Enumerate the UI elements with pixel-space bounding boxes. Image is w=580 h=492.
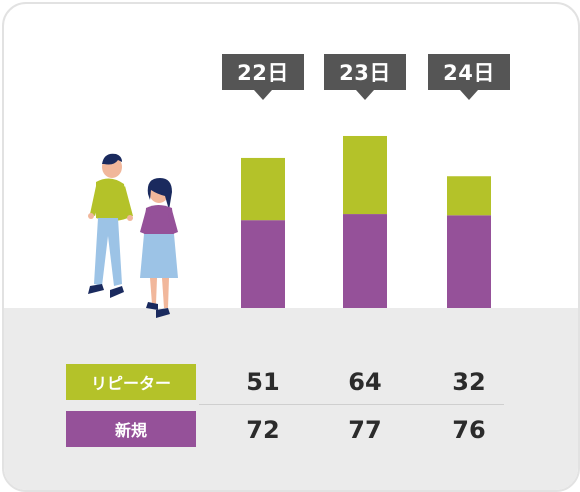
table-divider <box>199 404 504 405</box>
value-repeater-22: 51 <box>246 368 280 396</box>
legend-repeater: リピーター <box>66 364 196 400</box>
category-label-24: 24日 <box>428 54 510 100</box>
bar-repeater-0 <box>241 157 285 221</box>
legend-new: 新規 <box>66 411 196 447</box>
bar-new-0 <box>241 220 285 308</box>
value-repeater-24: 32 <box>452 368 486 396</box>
value-new-22: 72 <box>246 416 280 444</box>
bar-chart <box>88 135 491 318</box>
couple-walking-icon <box>88 153 178 318</box>
category-label-23: 23日 <box>324 54 406 100</box>
bars-layer <box>241 135 491 308</box>
category-label-22: 22日 <box>222 54 304 100</box>
value-repeater-23: 64 <box>348 368 382 396</box>
bar-repeater-2 <box>447 176 491 216</box>
value-new-24: 76 <box>452 416 486 444</box>
bar-repeater-1 <box>343 135 387 215</box>
value-new-23: 77 <box>348 416 382 444</box>
bar-new-1 <box>343 214 387 308</box>
bar-new-2 <box>447 215 491 308</box>
